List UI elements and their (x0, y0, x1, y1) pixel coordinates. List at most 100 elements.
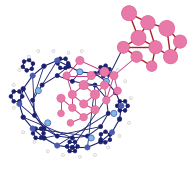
Circle shape (68, 90, 77, 99)
Circle shape (22, 60, 26, 64)
Circle shape (77, 69, 83, 75)
Circle shape (21, 115, 25, 119)
Circle shape (79, 100, 88, 108)
Circle shape (64, 66, 67, 70)
Circle shape (33, 140, 36, 143)
Circle shape (12, 90, 16, 93)
Circle shape (90, 90, 100, 99)
Circle shape (61, 153, 64, 156)
Circle shape (104, 64, 108, 68)
Circle shape (108, 67, 111, 71)
Circle shape (129, 97, 132, 100)
Circle shape (55, 74, 59, 78)
Circle shape (27, 55, 30, 58)
Circle shape (78, 155, 81, 158)
Circle shape (107, 146, 110, 149)
Circle shape (42, 131, 45, 135)
Circle shape (99, 65, 102, 69)
Circle shape (39, 136, 43, 140)
Circle shape (117, 117, 122, 121)
Circle shape (21, 87, 25, 91)
Circle shape (126, 104, 130, 108)
Circle shape (111, 110, 117, 116)
Circle shape (68, 149, 72, 153)
Circle shape (104, 96, 108, 100)
Circle shape (85, 134, 89, 138)
Circle shape (109, 130, 115, 135)
Circle shape (39, 127, 43, 131)
Circle shape (63, 72, 70, 79)
Circle shape (97, 70, 101, 74)
Circle shape (42, 126, 46, 131)
Circle shape (20, 94, 24, 98)
Circle shape (21, 65, 25, 69)
Circle shape (77, 69, 82, 74)
Circle shape (30, 67, 34, 71)
Circle shape (58, 66, 62, 70)
Circle shape (121, 6, 137, 21)
Circle shape (56, 61, 59, 65)
Circle shape (35, 88, 41, 94)
Circle shape (98, 139, 103, 144)
Circle shape (42, 64, 46, 68)
Circle shape (124, 80, 127, 83)
Circle shape (110, 71, 118, 80)
Circle shape (131, 30, 146, 45)
Circle shape (12, 106, 15, 109)
Circle shape (67, 119, 74, 126)
Circle shape (106, 111, 110, 115)
Circle shape (52, 50, 55, 53)
Circle shape (40, 83, 44, 87)
Circle shape (93, 153, 97, 156)
Circle shape (34, 127, 38, 131)
Circle shape (103, 140, 107, 144)
Circle shape (99, 138, 103, 141)
Circle shape (17, 101, 22, 107)
Circle shape (119, 103, 124, 108)
Circle shape (163, 50, 178, 64)
Circle shape (70, 79, 74, 83)
Circle shape (12, 99, 16, 103)
Circle shape (85, 145, 90, 150)
Circle shape (127, 121, 131, 124)
Circle shape (25, 68, 29, 72)
Circle shape (115, 104, 119, 108)
Circle shape (55, 134, 59, 138)
Circle shape (9, 94, 13, 98)
Circle shape (76, 56, 84, 65)
Circle shape (31, 62, 35, 66)
Circle shape (99, 125, 103, 129)
Circle shape (80, 50, 83, 53)
Circle shape (64, 57, 67, 61)
Circle shape (131, 51, 142, 62)
Circle shape (149, 41, 162, 54)
Circle shape (70, 145, 75, 150)
Circle shape (114, 87, 121, 94)
Circle shape (31, 131, 35, 135)
Circle shape (87, 71, 95, 80)
Circle shape (79, 80, 88, 90)
Circle shape (141, 15, 155, 30)
Circle shape (70, 136, 74, 140)
Circle shape (69, 104, 76, 112)
Circle shape (32, 113, 37, 117)
Circle shape (46, 150, 49, 153)
Circle shape (18, 68, 21, 71)
Circle shape (58, 57, 62, 61)
Circle shape (91, 105, 99, 114)
Circle shape (173, 35, 187, 48)
Circle shape (113, 90, 118, 95)
Circle shape (73, 149, 77, 153)
Circle shape (76, 145, 79, 148)
Circle shape (108, 138, 112, 142)
Circle shape (17, 90, 21, 93)
Circle shape (123, 99, 127, 103)
Circle shape (31, 98, 35, 102)
Circle shape (100, 81, 109, 89)
Circle shape (116, 68, 119, 71)
Circle shape (12, 84, 15, 87)
Circle shape (34, 136, 38, 140)
Circle shape (123, 108, 127, 112)
Circle shape (118, 135, 121, 138)
Circle shape (80, 113, 87, 121)
